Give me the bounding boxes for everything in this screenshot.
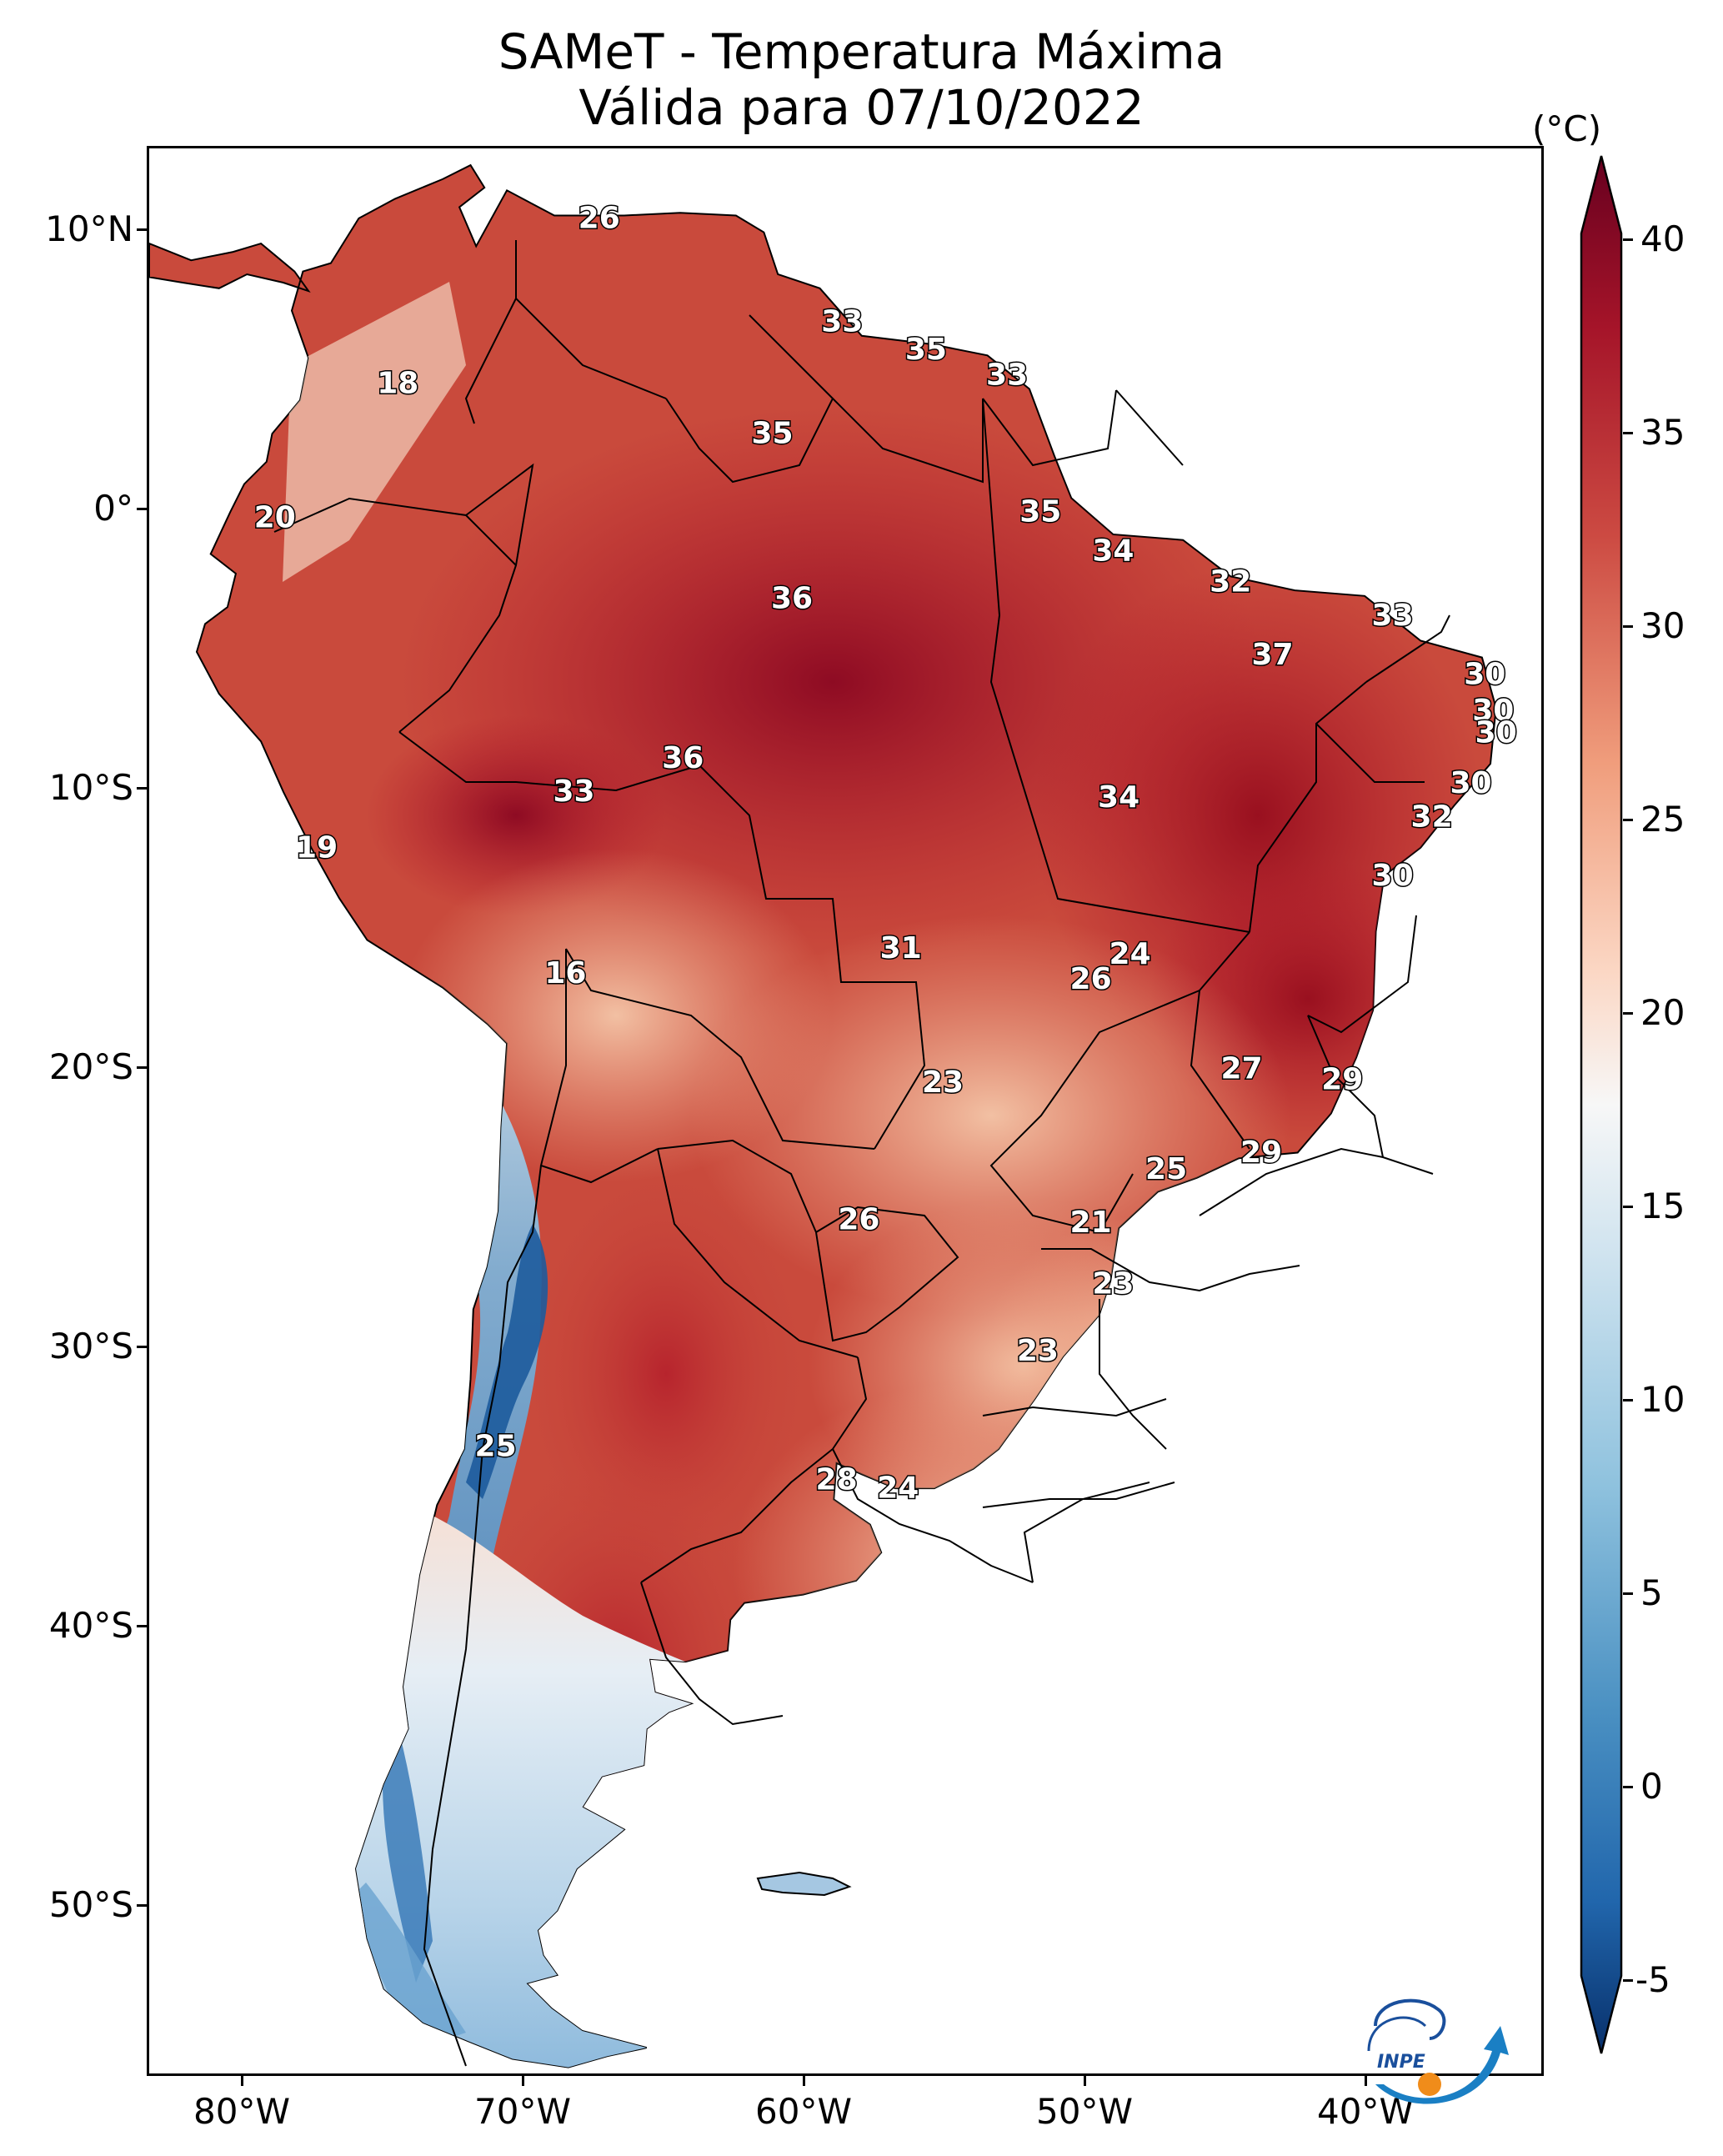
station-value-label: 26 [838, 1203, 879, 1237]
station-value-label: 29 [1240, 1136, 1282, 1170]
station-value-label: 34 [1092, 534, 1134, 569]
station-value-label: 25 [1145, 1152, 1187, 1186]
colorbar-tick [1623, 238, 1633, 241]
colorbar-tick [1623, 1786, 1633, 1788]
station-value-label: 33 [1372, 599, 1414, 633]
station-value-label: 24 [877, 1472, 919, 1506]
station-value-label: 30 [1475, 716, 1517, 750]
station-value-label: 23 [1017, 1334, 1059, 1368]
lon-tick [241, 2076, 243, 2086]
lon-label-50w: 50°W [1036, 2091, 1133, 2132]
station-value-label: 30 [1450, 766, 1491, 800]
colorbar-tick-label: 20 [1640, 992, 1685, 1033]
colorbar-tick-label: 25 [1640, 799, 1685, 840]
colorbar [1580, 154, 1623, 2055]
station-value-label: 34 [1098, 780, 1139, 815]
lat-label-30s: 30°S [48, 1326, 133, 1366]
lat-label-10s: 10°S [48, 767, 133, 808]
lon-label-70w: 70°W [474, 2091, 571, 2132]
station-value-label: 33 [553, 775, 594, 809]
inpe-logo: INPE [1359, 1993, 1509, 2113]
lat-label-20s: 20°S [48, 1046, 133, 1087]
station-value-label: 32 [1210, 565, 1251, 599]
colorbar-tick [1623, 819, 1633, 821]
station-value-label: 30 [1464, 657, 1505, 691]
colorbar-tick [1623, 1399, 1633, 1401]
map-panel: 26 18 33 35 33 35 20 35 34 32 33 36 37 30 30 30 36 33 30 34… [147, 146, 1544, 2076]
lat-tick [137, 1346, 147, 1348]
falkland-islands [756, 1871, 852, 1897]
lat-tick [137, 1625, 147, 1627]
station-value-label: 31 [880, 931, 922, 965]
station-value-label: 20 [254, 500, 296, 534]
station-value-label: 35 [751, 417, 793, 451]
station-value-label: 27 [1221, 1051, 1263, 1086]
station-value-label: 25 [475, 1429, 517, 1463]
lat-tick [137, 787, 147, 790]
station-value-label: 30 [1372, 859, 1414, 893]
colorbar-tick [1623, 1592, 1633, 1595]
lat-label-50s: 50°S [48, 1884, 133, 1925]
colorbar-tick [1623, 1206, 1633, 1208]
station-value-label: 26 [1070, 962, 1112, 996]
colorbar-tick-label: -5 [1635, 1959, 1670, 2000]
station-value-label: 21 [1070, 1206, 1112, 1240]
country-borders [273, 240, 1450, 2067]
colorbar-tick-label: 10 [1640, 1379, 1685, 1420]
station-value-label: 37 [1251, 638, 1293, 672]
lat-label-40s: 40°S [48, 1605, 133, 1646]
lat-label-0: 0° [93, 488, 133, 529]
map-title: SAMeT - Temperatura Máxima [498, 23, 1225, 80]
station-value-label: 35 [905, 333, 947, 367]
colorbar-tick-label: 30 [1640, 605, 1685, 646]
lat-tick [137, 508, 147, 510]
colorbar-tick [1623, 1012, 1633, 1015]
map-subtitle-date: Válida para 07/10/2022 [579, 79, 1144, 136]
station-value-label: 24 [1109, 937, 1151, 971]
colorbar-tick-label: 0 [1640, 1766, 1663, 1807]
station-value-label: 28 [816, 1463, 858, 1497]
colorbar-tick [1623, 625, 1633, 628]
colorbar-tick-label: 5 [1640, 1572, 1663, 1613]
lat-tick [137, 1904, 147, 1907]
station-value-label: 33 [986, 358, 1028, 392]
lon-tick [1084, 2076, 1086, 2086]
lon-label-80w: 80°W [193, 2091, 290, 2132]
colorbar-unit: (°C) [1532, 108, 1602, 149]
inpe-logo-text: INPE [1377, 2052, 1425, 2073]
lat-label-10n: 10°N [45, 208, 133, 249]
colorbar-gradient [1580, 155, 1623, 2054]
station-value-label: 32 [1411, 800, 1453, 834]
station-value-label: 23 [922, 1065, 964, 1100]
station-value-label: 26 [579, 201, 620, 235]
colorbar-tick-label: 15 [1640, 1186, 1685, 1226]
station-value-label: 36 [662, 741, 704, 775]
station-value-label: 33 [821, 305, 863, 339]
lon-tick [1365, 2076, 1367, 2086]
station-value-label: 35 [1019, 495, 1061, 529]
station-value-label: 23 [1092, 1267, 1134, 1301]
station-value-label: 16 [544, 956, 586, 990]
colorbar-tick-label: 40 [1640, 218, 1685, 259]
station-value-label: 29 [1321, 1063, 1363, 1097]
colorbar-tick-label: 35 [1640, 412, 1685, 453]
lon-tick [803, 2076, 805, 2086]
lon-tick [522, 2076, 524, 2086]
station-value-label: 19 [296, 830, 338, 865]
lon-label-60w: 60°W [755, 2091, 852, 2132]
colorbar-tick [1623, 1979, 1633, 1982]
lat-tick [137, 1066, 147, 1069]
lat-tick [137, 228, 147, 231]
station-value-label: 18 [377, 366, 418, 400]
colorbar-tick [1623, 432, 1633, 434]
station-value-label: 36 [771, 582, 813, 616]
station-value-label: 30 [1472, 694, 1514, 728]
